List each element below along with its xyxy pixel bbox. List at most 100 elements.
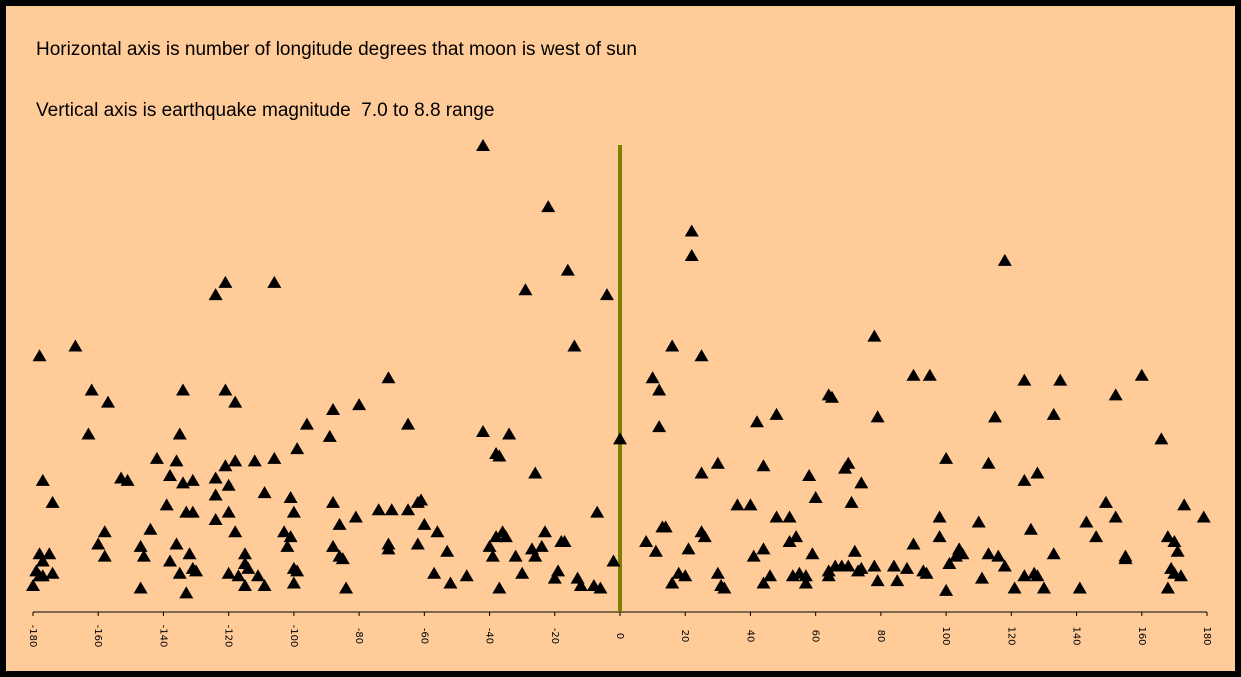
data-point-marker — [485, 549, 500, 562]
data-point-marker — [414, 493, 429, 506]
data-point-marker — [91, 537, 106, 550]
x-tick-label: 160 — [1136, 626, 1147, 645]
data-point-marker — [997, 559, 1012, 572]
data-point-marker — [339, 581, 354, 594]
data-point-marker — [1017, 373, 1032, 386]
data-point-marker — [120, 473, 135, 486]
data-point-marker — [518, 283, 533, 296]
horizontal-axis-caption: Horizontal axis is number of longitude d… — [36, 39, 637, 60]
data-point-marker — [844, 495, 859, 508]
data-point-marker — [1079, 515, 1094, 528]
data-point-marker — [182, 547, 197, 560]
data-point-marker — [35, 473, 50, 486]
data-point-marker — [401, 417, 416, 430]
data-point-marker — [97, 549, 112, 562]
data-point-marker — [283, 491, 298, 503]
data-point-marker — [652, 420, 667, 433]
data-point-marker — [1196, 510, 1211, 523]
data-point-marker — [906, 537, 921, 550]
data-point-marker — [1030, 569, 1045, 582]
data-point-marker — [870, 410, 885, 423]
data-point-marker — [417, 517, 432, 530]
data-point-marker — [769, 510, 784, 523]
data-point-marker — [1017, 473, 1032, 486]
data-point-marker — [847, 544, 862, 557]
data-point-marker — [280, 539, 295, 552]
data-point-marker — [221, 505, 236, 518]
data-point-marker — [593, 581, 608, 594]
data-point-marker — [348, 510, 363, 523]
data-point-marker — [658, 520, 673, 533]
x-tick-label: -20 — [549, 628, 560, 644]
scatter-plot: -180 -160 -140 -120 -100 -80 -60 -40 -20 0 20 40 60 8… — [26, 139, 1212, 648]
data-point-marker — [534, 539, 549, 552]
data-point-marker — [208, 288, 223, 301]
data-point-marker — [32, 569, 47, 582]
data-point-marker — [1118, 552, 1133, 565]
data-point-marker — [162, 554, 177, 567]
data-point-marker — [101, 395, 116, 408]
x-tick-label: -80 — [353, 628, 364, 644]
data-point-marker — [798, 576, 813, 589]
data-point-marker — [808, 491, 823, 503]
data-point-marker — [939, 451, 954, 464]
data-point-marker — [1007, 581, 1022, 594]
data-point-marker — [267, 451, 282, 464]
data-point-marker — [541, 200, 556, 213]
data-point-marker — [218, 383, 233, 396]
data-point-marker — [482, 539, 497, 552]
x-tick-label: 140 — [1071, 626, 1082, 645]
data-point-marker — [867, 329, 882, 342]
data-point-marker — [237, 579, 252, 591]
data-point-marker — [560, 263, 575, 276]
x-tick-label: 180 — [1201, 626, 1212, 645]
data-point-marker — [916, 564, 931, 577]
data-point-marker — [681, 542, 696, 555]
data-point-marker — [782, 535, 797, 547]
data-point-marker — [257, 486, 272, 499]
data-point-marker — [185, 473, 200, 486]
data-point-marker — [189, 564, 204, 577]
data-point-marker — [277, 525, 292, 538]
data-point-marker — [971, 515, 986, 528]
data-point-marker — [241, 561, 256, 574]
data-point-marker — [974, 571, 989, 584]
data-point-marker — [221, 478, 236, 491]
data-point-marker — [537, 525, 552, 538]
data-point-marker — [443, 576, 458, 589]
data-point-marker — [932, 510, 947, 523]
data-point-marker — [991, 549, 1006, 562]
x-tick-label: -40 — [484, 628, 495, 644]
data-point-marker — [176, 383, 191, 396]
data-point-marker — [381, 371, 396, 384]
data-point-marker — [208, 513, 223, 525]
data-point-marker — [997, 253, 1012, 266]
data-point-marker — [841, 559, 856, 572]
data-point-marker — [84, 383, 99, 396]
x-tick-label: -140 — [157, 625, 168, 648]
x-tick-label: -180 — [27, 625, 38, 648]
data-point-marker — [185, 505, 200, 518]
data-point-marker — [1017, 569, 1032, 582]
data-point-marker — [1046, 407, 1061, 420]
data-point-marker — [652, 383, 667, 396]
data-point-marker — [133, 539, 148, 552]
data-point-marker — [1030, 466, 1045, 479]
data-point-marker — [218, 275, 233, 288]
data-point-marker — [326, 403, 341, 415]
data-point-marker — [665, 339, 680, 352]
data-point-marker — [1108, 510, 1123, 523]
data-point-marker — [221, 566, 236, 579]
data-point-marker — [459, 569, 474, 582]
data-point-marker — [694, 349, 709, 362]
data-point-marker — [143, 522, 158, 535]
data-point-marker — [763, 569, 778, 582]
data-point-marker — [867, 559, 882, 572]
data-point-marker — [1023, 522, 1038, 535]
x-tick-label: 100 — [940, 626, 951, 645]
data-point-marker — [283, 530, 298, 543]
data-point-marker — [1053, 373, 1068, 386]
data-point-marker — [557, 535, 572, 547]
data-point-marker — [528, 549, 543, 562]
